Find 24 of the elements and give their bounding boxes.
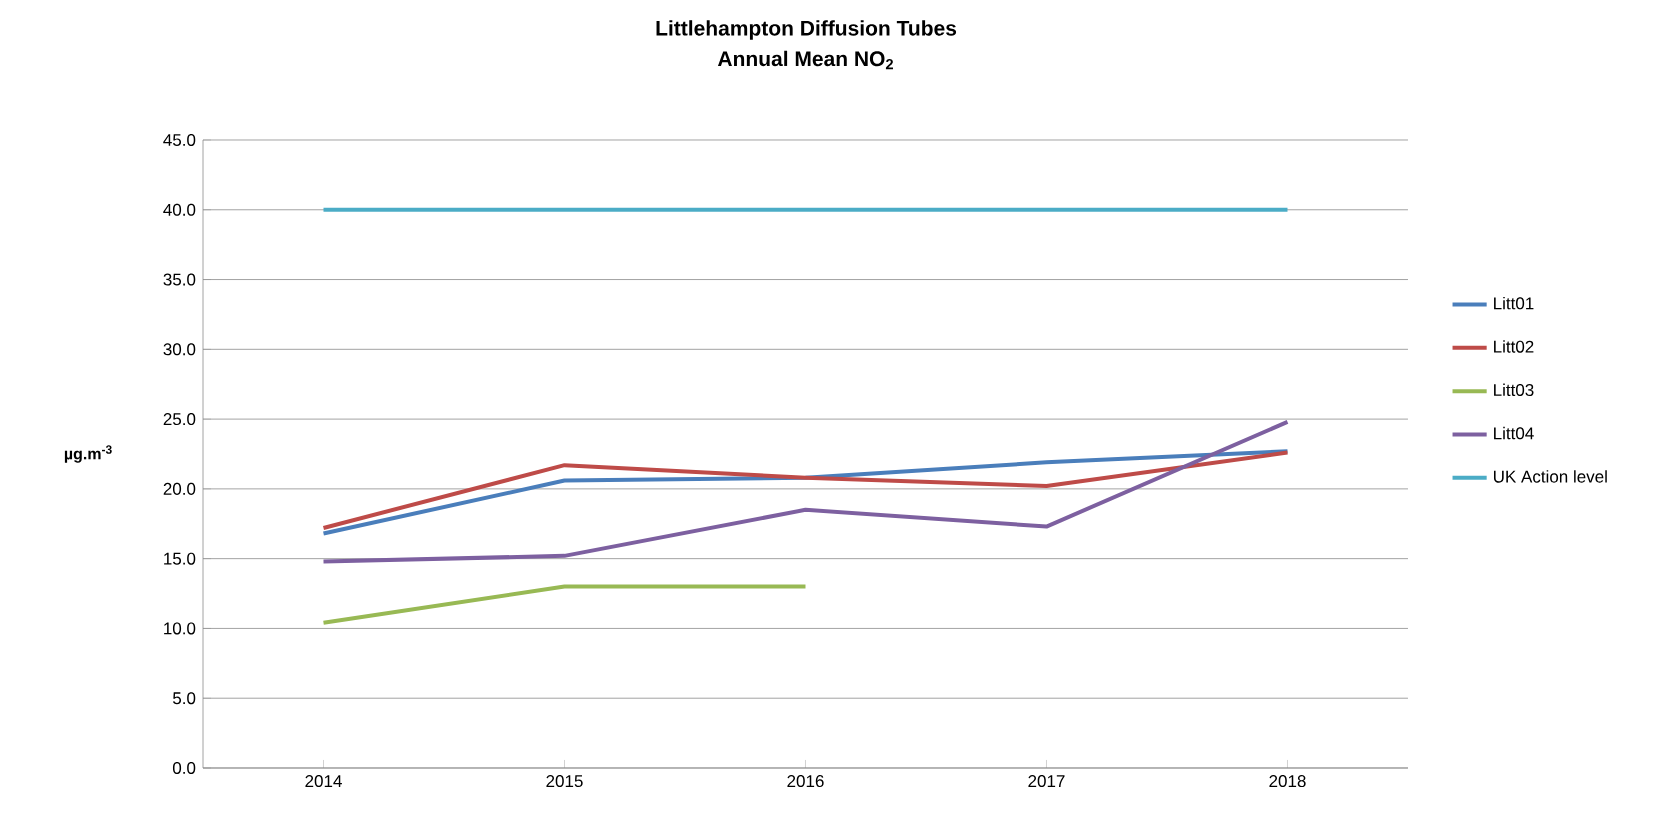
x-tick-label: 2018 bbox=[1269, 775, 1306, 788]
legend-label: UK Action level bbox=[1493, 470, 1607, 483]
legend-label: Litt04 bbox=[1494, 426, 1534, 440]
y-tick-label: 5.0 bbox=[173, 692, 196, 705]
legend-label: Litt01 bbox=[1494, 296, 1534, 310]
y-tick-label: 35.0 bbox=[163, 273, 196, 286]
y-tick-label: 45.0 bbox=[163, 133, 196, 146]
chart-title: Littlehampton Diffusion Tubes bbox=[656, 20, 957, 40]
y-tick-label: 0.0 bbox=[172, 761, 196, 774]
y-tick-label: 15.0 bbox=[164, 552, 196, 565]
x-tick-label: 2014 bbox=[305, 775, 342, 788]
line-series bbox=[321, 419, 1290, 564]
y-tick-label: 10.0 bbox=[164, 622, 196, 635]
y-tick-label: 30.0 bbox=[163, 343, 196, 356]
y-tick-label: 20.0 bbox=[163, 482, 196, 495]
legend-label: Litt03 bbox=[1494, 383, 1534, 396]
x-tick-label: 2016 bbox=[787, 775, 824, 788]
x-tick-label: 2017 bbox=[1028, 775, 1065, 788]
y-axis-title: µg.m$^{-3}$ bbox=[64, 445, 112, 463]
y-tick-label: 25.0 bbox=[163, 413, 196, 426]
y-tick-label: 40.0 bbox=[163, 203, 196, 216]
legend-label: Litt02 bbox=[1494, 340, 1534, 353]
x-tick-label: 2015 bbox=[546, 775, 583, 788]
chart-subtitle: Annual Mean NO$_{2}$ bbox=[717, 50, 894, 70]
